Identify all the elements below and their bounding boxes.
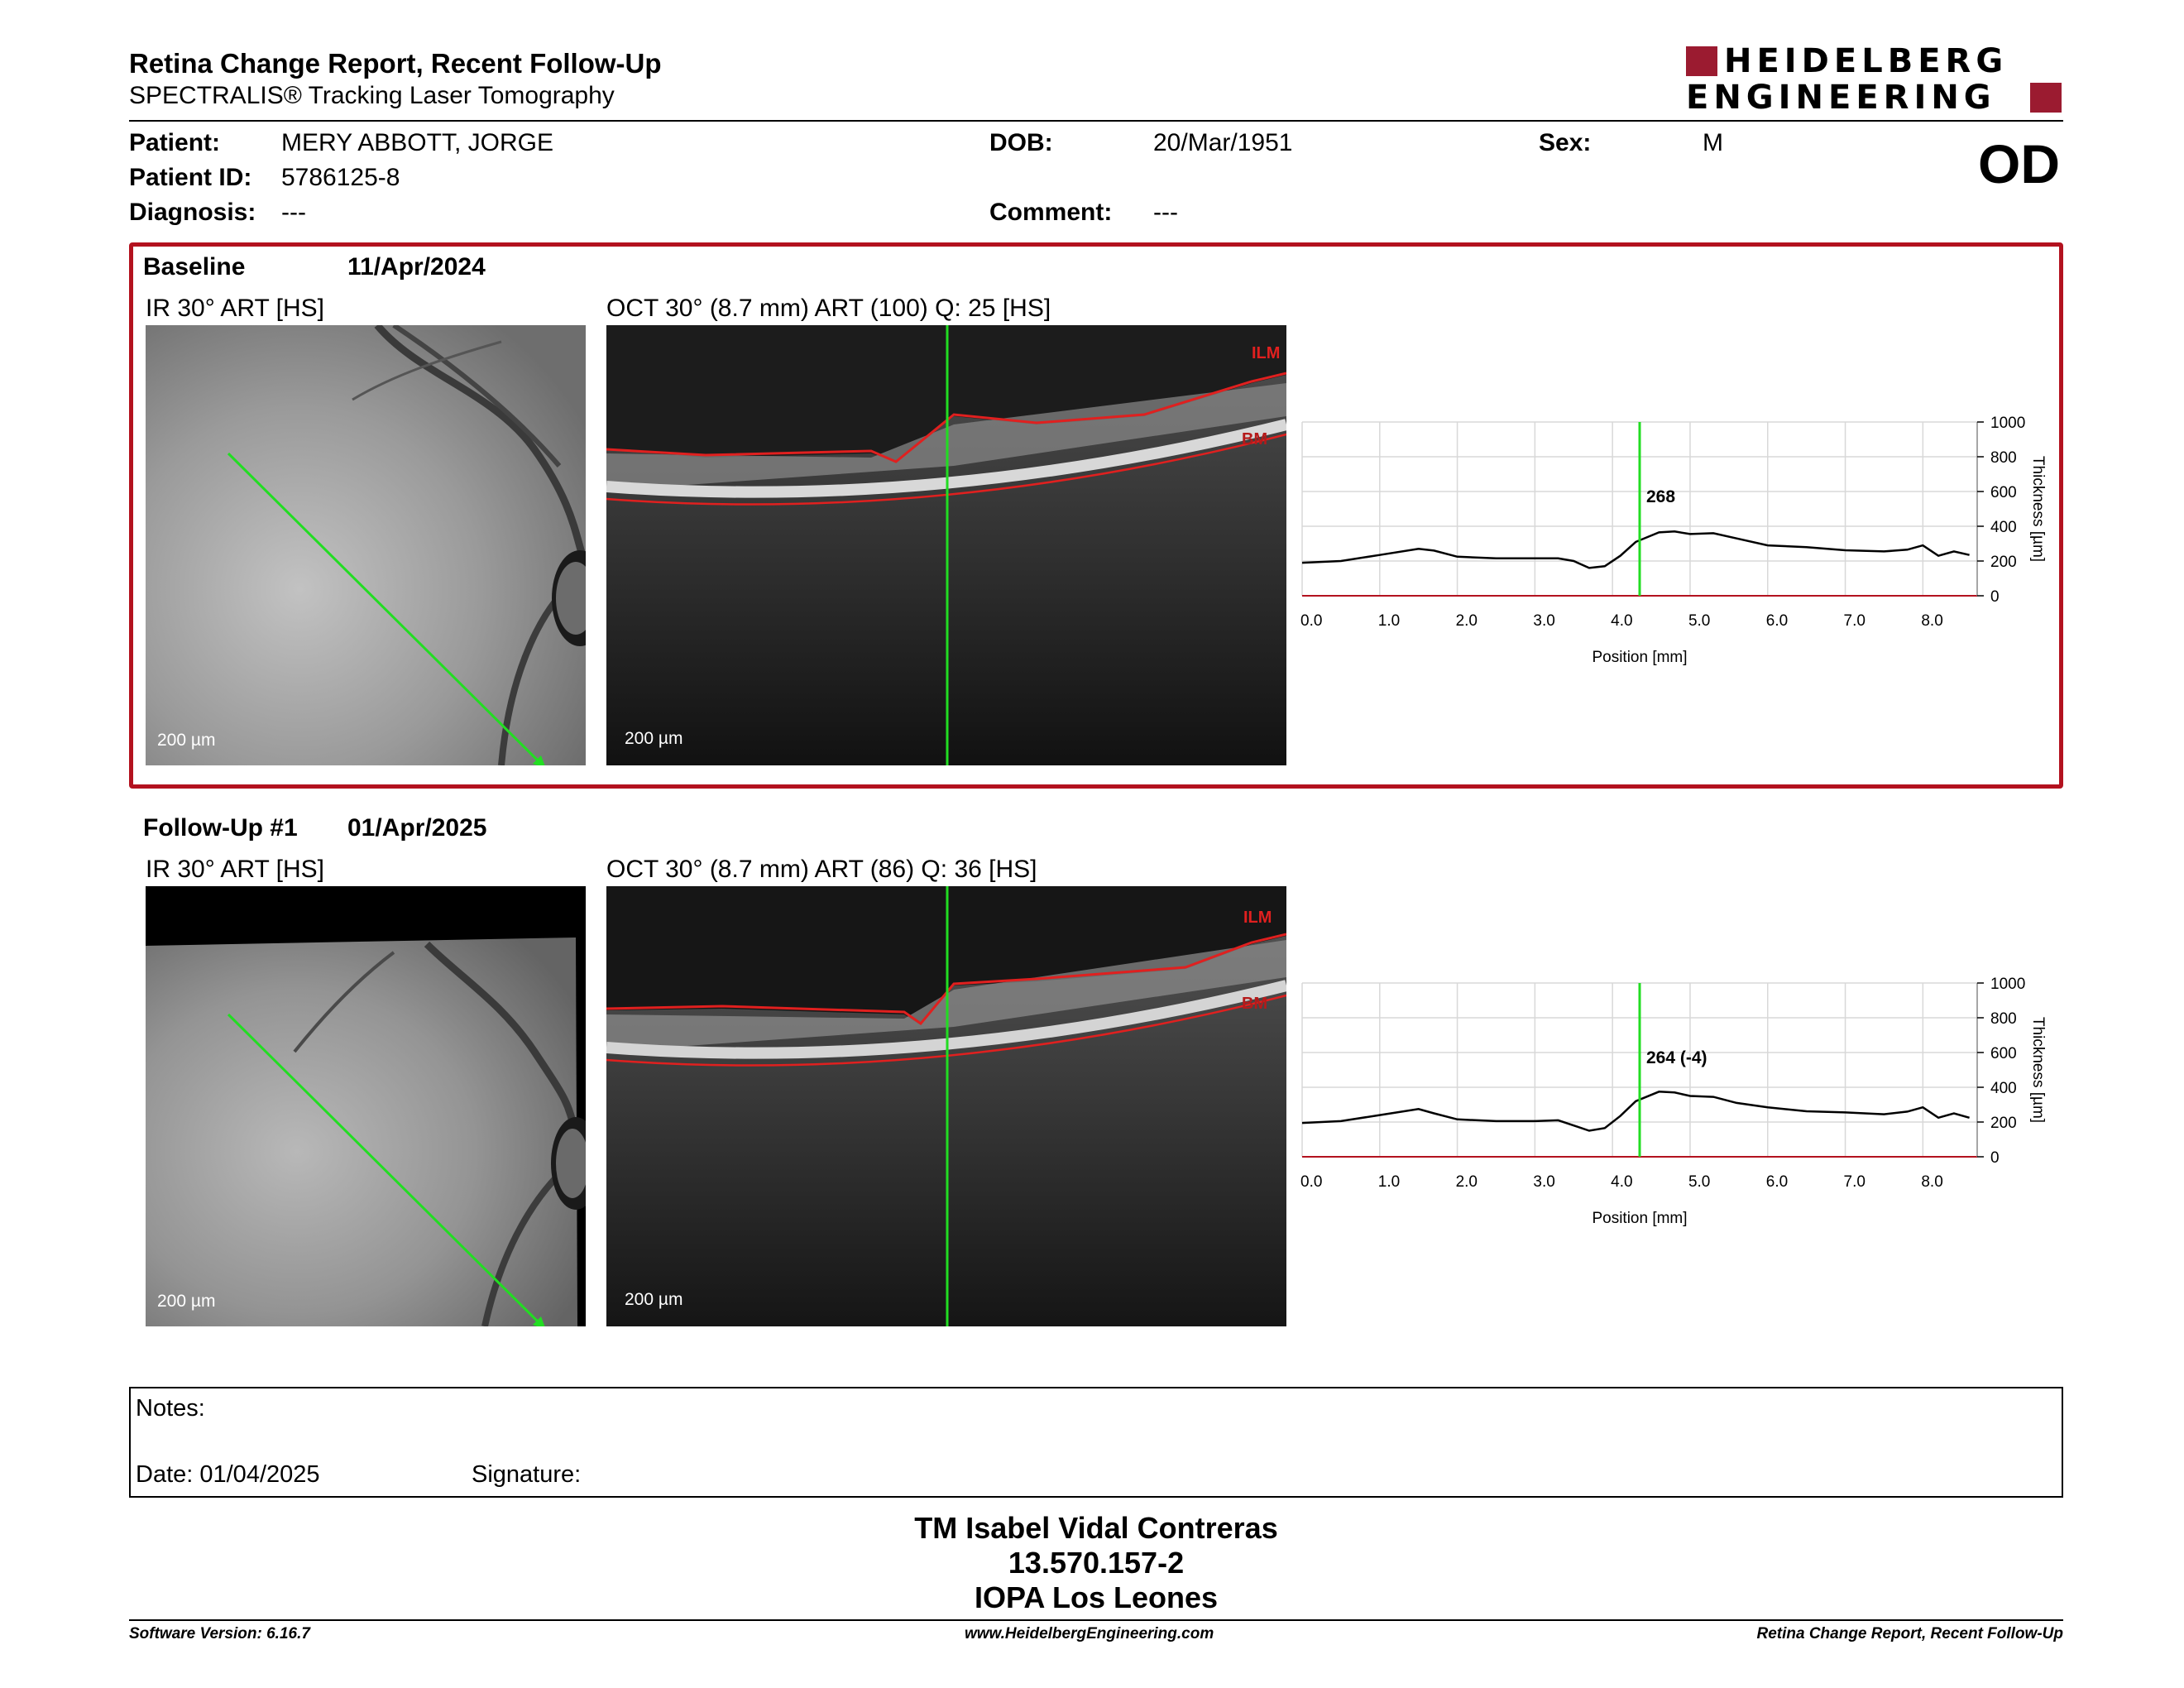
fundus-image	[146, 325, 586, 765]
x-tick-label: 0.0	[1300, 1173, 1322, 1191]
followup-oct-label: OCT 30° (8.7 mm) ART (86) Q: 36 [HS]	[606, 856, 1037, 883]
date-label: Date: 01/04/2025	[136, 1461, 320, 1488]
dob-label: DOB:	[989, 129, 1053, 156]
x-tick-label: 5.0	[1688, 1173, 1710, 1191]
footer-report-name: Retina Change Report, Recent Follow-Up	[1756, 1625, 2063, 1642]
y-tick-label: 0	[1990, 588, 2000, 606]
bm-label: BM	[1242, 995, 1267, 1013]
thickness-chart-followup: 0 200 400 600 800 1000 0.0 1.0 2.0 3.0 4.0 5.0 6.0 7.…	[1300, 976, 2047, 1227]
x-tick-label: 2.0	[1456, 612, 1478, 630]
eye-indicator: OD	[1978, 133, 2060, 194]
ir-scale-bar: 200 µm	[157, 731, 216, 750]
x-tick-label: 3.0	[1533, 612, 1554, 630]
dob-value: 20/Mar/1951	[1153, 129, 1293, 156]
thickness-chart-baseline: 0 200 400 600 800 1000 0.0 1.0 2.0 3.0 4.0 5.0 6.0 7.…	[1300, 415, 2047, 666]
y-axis-label: Thickness [µm]	[2029, 1017, 2047, 1123]
oct-scale-bar: 200 µm	[625, 729, 683, 748]
followup-label: Follow-Up #1	[143, 814, 298, 842]
header-divider	[129, 120, 2063, 122]
diagnosis-value: ---	[281, 199, 306, 226]
oct-bscan: ILM BM	[606, 886, 1286, 1326]
comment-value: ---	[1153, 199, 1178, 226]
x-tick-label: 2.0	[1456, 1173, 1478, 1191]
y-tick-label: 200	[1990, 1115, 2017, 1132]
report-subtitle: SPECTRALIS® Tracking Laser Tomography	[129, 82, 615, 109]
x-tick-label: 6.0	[1766, 612, 1788, 630]
y-tick-label: 600	[1990, 484, 2017, 501]
followup-oct-image: ILM BM 200 µm	[606, 886, 1286, 1326]
logo-word-2: ENGINEERING	[1686, 79, 1996, 117]
signer-place: IOPA Los Leones	[974, 1580, 1219, 1614]
baseline-label: Baseline	[143, 253, 246, 281]
logo-word-1: HEIDELBERG	[1724, 42, 2009, 80]
y-tick-label: 1000	[1990, 415, 2025, 432]
x-tick-label: 7.0	[1844, 612, 1866, 630]
y-tick-label: 400	[1990, 519, 2017, 536]
x-tick-label: 5.0	[1688, 612, 1710, 630]
cursor-value-label: 268	[1646, 487, 1675, 506]
ir-scale-bar: 200 µm	[157, 1292, 216, 1311]
followup-ir-image: 200 µm	[146, 886, 586, 1326]
sex-value: M	[1703, 129, 1723, 156]
baseline-oct-image: ILM BM 200 µm	[606, 325, 1286, 765]
baseline-frame	[129, 242, 2063, 789]
x-tick-label: 3.0	[1533, 1173, 1554, 1191]
baseline-date: 11/Apr/2024	[347, 253, 486, 281]
sex-label: Sex:	[1539, 129, 1592, 156]
baseline-oct-label: OCT 30° (8.7 mm) ART (100) Q: 25 [HS]	[606, 295, 1051, 322]
followup-ir-label: IR 30° ART [HS]	[146, 856, 324, 883]
patient-id: 5786125-8	[281, 164, 400, 191]
x-tick-label: 8.0	[1921, 612, 1942, 630]
heidelberg-logo: HEIDELBERG ENGINEERING	[1686, 45, 2067, 117]
y-axis-label: Thickness [µm]	[2029, 456, 2047, 562]
baseline-ir-image: 200 µm	[146, 325, 586, 765]
x-tick-label: 6.0	[1766, 1173, 1788, 1191]
y-tick-label: 800	[1990, 449, 2017, 467]
software-version: Software Version: 6.16.7	[129, 1625, 310, 1642]
website: www.HeidelbergEngineering.com	[965, 1625, 1214, 1642]
x-tick-label: 1.0	[1378, 1173, 1400, 1191]
footer-divider	[129, 1619, 2063, 1621]
thickness-series-line	[1301, 530, 1970, 569]
patient-label: Patient:	[129, 129, 221, 156]
comment-label: Comment:	[989, 199, 1113, 226]
baseline-ir-label: IR 30° ART [HS]	[146, 295, 324, 322]
x-tick-label: 7.0	[1844, 1173, 1866, 1191]
x-tick-label: 1.0	[1378, 612, 1400, 630]
diagnosis-label: Diagnosis:	[129, 199, 256, 226]
signer-id: 13.570.157-2	[1008, 1546, 1185, 1580]
x-tick-label: 0.0	[1300, 612, 1322, 630]
y-tick-label: 0	[1990, 1149, 2000, 1167]
signature-label: Signature:	[472, 1461, 582, 1488]
ilm-label: ILM	[1243, 909, 1272, 927]
y-tick-label: 400	[1990, 1080, 2017, 1097]
patient-id-label: Patient ID:	[129, 164, 252, 191]
oct-scale-bar: 200 µm	[625, 1290, 683, 1309]
y-tick-label: 600	[1990, 1045, 2017, 1062]
x-axis-label: Position [mm]	[1592, 649, 1687, 666]
followup-date: 01/Apr/2025	[347, 814, 487, 842]
signer-name: TM Isabel Vidal Contreras	[914, 1511, 1278, 1545]
fundus-image	[146, 886, 586, 1326]
y-tick-label: 200	[1990, 554, 2017, 571]
x-tick-label: 4.0	[1611, 612, 1632, 630]
x-tick-label: 8.0	[1921, 1173, 1942, 1191]
bm-label: BM	[1242, 430, 1267, 448]
ilm-label: ILM	[1252, 344, 1280, 362]
x-tick-label: 4.0	[1611, 1173, 1632, 1191]
cursor-value-label: 264 (-4)	[1646, 1048, 1707, 1067]
y-tick-label: 1000	[1990, 976, 2025, 993]
y-tick-label: 800	[1990, 1010, 2017, 1028]
logo-square-icon	[2030, 83, 2062, 113]
patient-name: MERY ABBOTT, JORGE	[281, 129, 553, 156]
oct-bscan: ILM BM	[606, 325, 1286, 765]
x-axis-label: Position [mm]	[1592, 1210, 1687, 1227]
notes-box: Notes: Date: 01/04/2025 Signature:	[129, 1387, 2063, 1498]
report-title: Retina Change Report, Recent Follow-Up	[129, 48, 662, 79]
thickness-series-line	[1301, 1091, 1970, 1132]
logo-square-icon	[1686, 46, 1717, 76]
notes-label: Notes:	[136, 1395, 205, 1422]
